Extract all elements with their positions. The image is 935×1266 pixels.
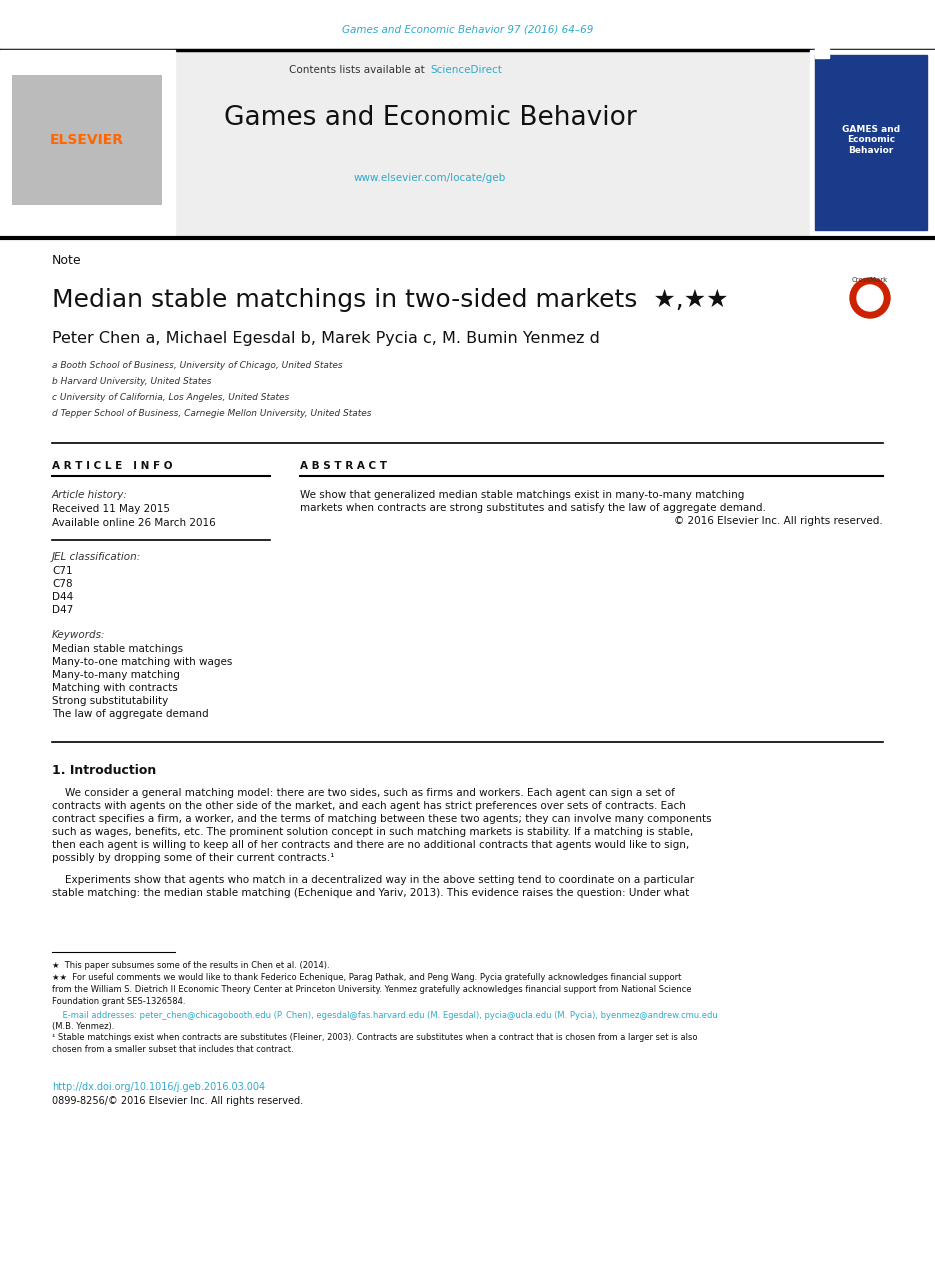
Text: Many-to-many matching: Many-to-many matching xyxy=(52,670,180,680)
Text: ★★  For useful comments we would like to thank Federico Echenique, Parag Pathak,: ★★ For useful comments we would like to … xyxy=(52,974,682,982)
Text: © 2016 Elsevier Inc. All rights reserved.: © 2016 Elsevier Inc. All rights reserved… xyxy=(674,517,883,525)
Text: A B S T R A C T: A B S T R A C T xyxy=(300,461,387,471)
Text: C71: C71 xyxy=(52,566,73,576)
Text: chosen from a smaller subset that includes that contract.: chosen from a smaller subset that includ… xyxy=(52,1044,294,1053)
Text: ScienceDirect: ScienceDirect xyxy=(430,65,502,75)
Text: c University of California, Los Angeles, United States: c University of California, Los Angeles,… xyxy=(52,394,289,403)
Text: Many-to-one matching with wages: Many-to-one matching with wages xyxy=(52,657,233,667)
Text: such as wages, benefits, etc. The prominent solution concept in such matching ma: such as wages, benefits, etc. The promin… xyxy=(52,827,693,837)
Text: The law of aggregate demand: The law of aggregate demand xyxy=(52,709,209,719)
Text: Peter Chen a, Michael Egesdal b, Marek Pycia c, M. Bumin Yenmez d: Peter Chen a, Michael Egesdal b, Marek P… xyxy=(52,330,600,346)
Text: Available online 26 March 2016: Available online 26 March 2016 xyxy=(52,518,216,528)
Text: CrossMark: CrossMark xyxy=(852,277,888,284)
Text: A R T I C L E   I N F O: A R T I C L E I N F O xyxy=(52,461,172,471)
Text: Article history:: Article history: xyxy=(52,490,128,500)
Text: ELSEVIER: ELSEVIER xyxy=(50,133,124,147)
Text: Strong substitutability: Strong substitutability xyxy=(52,696,168,706)
Text: contract specifies a firm, a worker, and the terms of matching between these two: contract specifies a firm, a worker, and… xyxy=(52,814,712,824)
Text: E-mail addresses: peter_chen@chicagobooth.edu (P. Chen), egesdal@fas.harvard.edu: E-mail addresses: peter_chen@chicagoboot… xyxy=(52,1010,718,1019)
Text: We consider a general matching model: there are two sides, such as firms and wor: We consider a general matching model: th… xyxy=(52,787,675,798)
Text: from the William S. Dietrich II Economic Theory Center at Princeton University. : from the William S. Dietrich II Economic… xyxy=(52,985,692,994)
Text: ¹ Stable matchings exist when contracts are substitutes (Fleiner, 2003). Contrac: ¹ Stable matchings exist when contracts … xyxy=(52,1033,698,1042)
Text: Games and Economic Behavior: Games and Economic Behavior xyxy=(223,105,637,130)
Text: (M.B. Yenmez).: (M.B. Yenmez). xyxy=(52,1022,114,1031)
Text: D44: D44 xyxy=(52,592,73,603)
Text: 0899-8256/© 2016 Elsevier Inc. All rights reserved.: 0899-8256/© 2016 Elsevier Inc. All right… xyxy=(52,1096,303,1106)
Bar xyxy=(0,49,175,235)
Text: stable matching: the median stable matching (Echenique and Yariv, 2013). This ev: stable matching: the median stable match… xyxy=(52,887,689,898)
Text: possibly by dropping some of their current contracts.¹: possibly by dropping some of their curre… xyxy=(52,853,335,863)
Text: 1. Introduction: 1. Introduction xyxy=(52,763,156,776)
Text: Received 11 May 2015: Received 11 May 2015 xyxy=(52,504,170,514)
Circle shape xyxy=(850,279,890,318)
Text: www.elsevier.com/locate/geb: www.elsevier.com/locate/geb xyxy=(353,173,506,184)
Bar xyxy=(175,49,810,235)
Text: b Harvard University, United States: b Harvard University, United States xyxy=(52,377,211,386)
Text: GAMES and
Economic
Behavior: GAMES and Economic Behavior xyxy=(842,125,900,154)
Text: Games and Economic Behavior 97 (2016) 64–69: Games and Economic Behavior 97 (2016) 64… xyxy=(342,25,593,35)
Text: Matching with contracts: Matching with contracts xyxy=(52,682,178,693)
Text: JEL classification:: JEL classification: xyxy=(52,552,141,562)
Bar xyxy=(815,54,927,230)
Text: Keywords:: Keywords: xyxy=(52,630,106,641)
Text: markets when contracts are strong substitutes and satisfy the law of aggregate d: markets when contracts are strong substi… xyxy=(300,503,766,513)
Text: Foundation grant SES-1326584.: Foundation grant SES-1326584. xyxy=(52,996,185,1005)
Circle shape xyxy=(857,285,883,311)
Text: Median stable matchings: Median stable matchings xyxy=(52,644,183,655)
Text: C78: C78 xyxy=(52,579,73,589)
Text: http://dx.doi.org/10.1016/j.geb.2016.03.004: http://dx.doi.org/10.1016/j.geb.2016.03.… xyxy=(52,1082,266,1093)
Text: then each agent is willing to keep all of her contracts and there are no additio: then each agent is willing to keep all o… xyxy=(52,841,689,849)
Text: ★  This paper subsumes some of the results in Chen et al. (2014).: ★ This paper subsumes some of the result… xyxy=(52,961,330,971)
Text: D47: D47 xyxy=(52,605,73,615)
Text: d Tepper School of Business, Carnegie Mellon University, United States: d Tepper School of Business, Carnegie Me… xyxy=(52,409,371,419)
Bar xyxy=(12,75,162,205)
Text: Median stable matchings in two-sided markets  ★,★★: Median stable matchings in two-sided mar… xyxy=(52,287,728,311)
Text: Contents lists available at: Contents lists available at xyxy=(289,65,428,75)
Bar xyxy=(810,49,935,235)
Text: We show that generalized median stable matchings exist in many-to-many matching: We show that generalized median stable m… xyxy=(300,490,744,500)
Bar xyxy=(815,48,829,58)
Text: a Booth School of Business, University of Chicago, United States: a Booth School of Business, University o… xyxy=(52,362,342,371)
Text: contracts with agents on the other side of the market, and each agent has strict: contracts with agents on the other side … xyxy=(52,801,686,812)
Text: Note: Note xyxy=(52,253,81,267)
Text: Experiments show that agents who match in a decentralized way in the above setti: Experiments show that agents who match i… xyxy=(52,875,694,885)
